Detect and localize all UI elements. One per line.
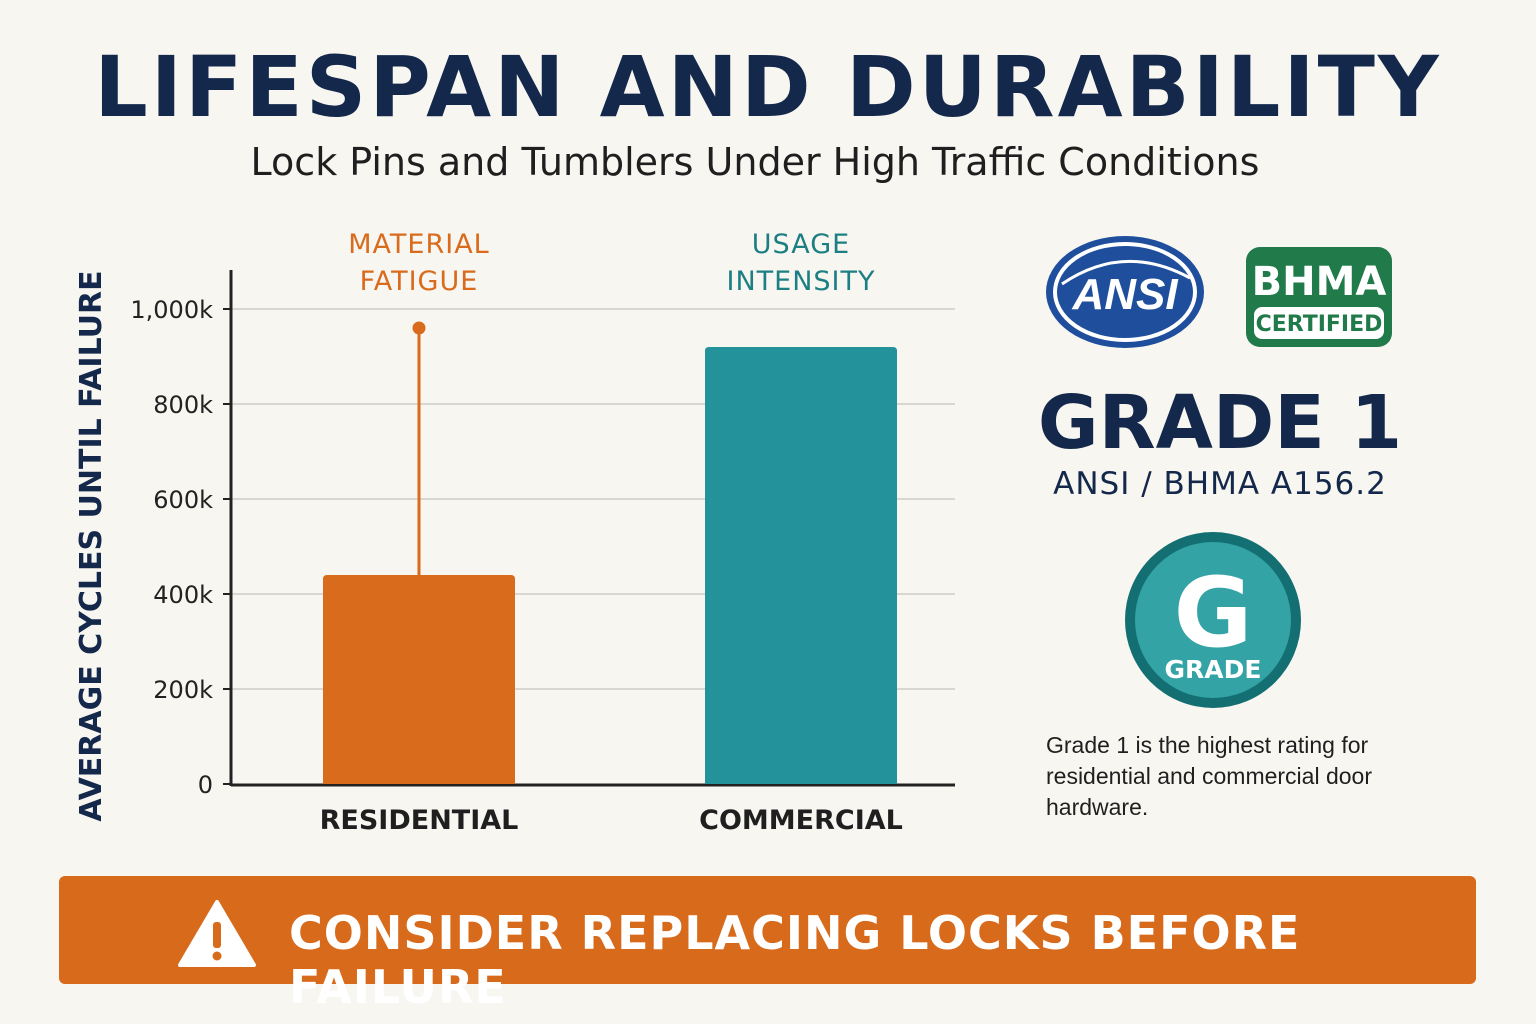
y-tick-label: 400k [153, 581, 213, 609]
grade-badge-letter: G [1174, 557, 1253, 669]
grade-title: GRADE 1 [1037, 380, 1403, 466]
annotation-label: INTENSITY [727, 266, 876, 297]
bar-chart: 0 200k 400k 600k 800k 1,000k AVERAGE CYCLES UN… [74, 229, 955, 836]
bhma-certified-text: CERTIFIED [1256, 312, 1383, 337]
y-tick-label: 0 [198, 771, 213, 799]
bar [323, 575, 515, 784]
y-tick-label: 200k [153, 676, 213, 704]
annotation-label: FATIGUE [360, 266, 479, 297]
bhma-logo-text: BHMA [1252, 259, 1387, 305]
grade-badge-label: GRADE [1165, 655, 1262, 684]
page-title: LIFESPAN AND DURABILITY [94, 38, 1442, 136]
page-subtitle: Lock Pins and Tumblers Under High Traffi… [250, 140, 1260, 184]
y-axis-label: AVERAGE CYCLES UNTIL FAILURE [74, 270, 109, 821]
annotation-label: USAGE [752, 229, 850, 260]
ansi-logo: ANSI [1046, 236, 1204, 348]
x-tick-label: COMMERCIAL [699, 805, 903, 836]
y-tick-label: 800k [153, 391, 213, 419]
bar [705, 347, 897, 784]
x-tick-label: RESIDENTIAL [320, 805, 519, 836]
grade-badge: G GRADE [1125, 532, 1301, 708]
grade-note: Grade 1 is the highest rating for reside… [1046, 732, 1372, 820]
grade-standard: ANSI / BHMA A156.2 [1053, 466, 1387, 502]
error-bar-cap [412, 321, 426, 335]
warning-banner: CONSIDER REPLACING LOCKS BEFORE FAILURE [59, 876, 1476, 1014]
annotation-label: MATERIAL [348, 229, 489, 260]
y-tick-label: 1,000k [130, 296, 213, 324]
warning-icon [178, 900, 256, 967]
ansi-logo-text: ANSI [1071, 270, 1178, 319]
y-tick-label: 600k [153, 486, 213, 514]
warning-banner-text: CONSIDER REPLACING LOCKS BEFORE FAILURE [289, 906, 1301, 1014]
bhma-certified-logo: BHMA CERTIFIED [1246, 247, 1392, 347]
